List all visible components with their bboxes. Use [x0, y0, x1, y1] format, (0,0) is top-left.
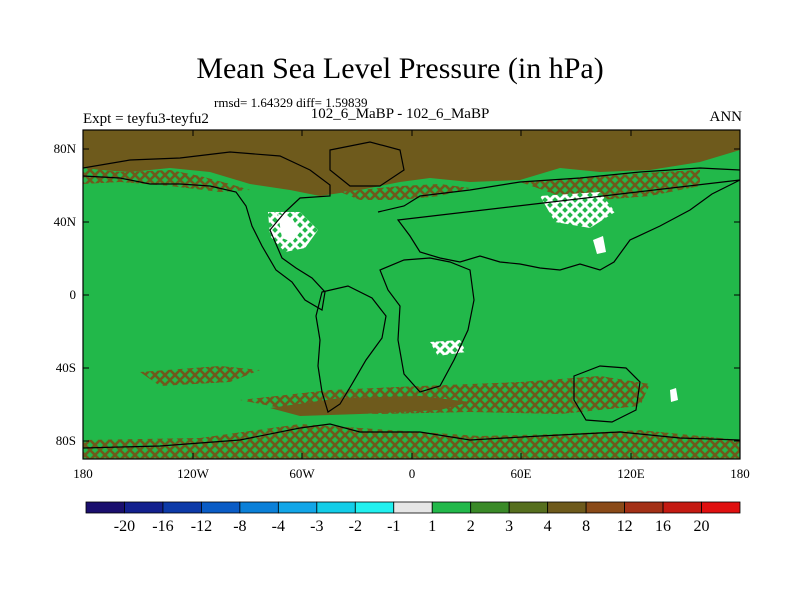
colorbar: [85, 501, 741, 514]
colorbar-label: -3: [310, 518, 324, 535]
near-zero-north-america-core: [278, 214, 300, 242]
x-tick-label: 60W: [289, 466, 315, 481]
case-label: 102_6_MaBP - 102_6_MaBP: [310, 106, 490, 122]
colorbar-swatch: [701, 501, 741, 514]
colorbar-label: 12: [616, 518, 633, 535]
y-tick-label: 40S: [55, 360, 76, 375]
near-zero-asia-core: [593, 236, 606, 254]
colorbar-swatch: [85, 501, 125, 514]
anomaly-asia-hatch: [520, 170, 700, 200]
colorbar-label: -12: [190, 518, 213, 535]
axis-ticks: [83, 130, 740, 459]
x-tick-label: 120E: [617, 466, 645, 481]
colorbar-swatch: [316, 501, 356, 514]
colorbar-swatch: [162, 501, 202, 514]
x-tick-label: 60E: [510, 466, 532, 481]
colorbar-label: -1: [387, 518, 401, 535]
y-tick-label: 80N: [53, 141, 76, 156]
colorbar-label: 16: [655, 518, 672, 535]
colorbar-swatch: [393, 501, 433, 514]
colorbar-label: 2: [466, 518, 475, 535]
colorbar-label: -16: [152, 518, 174, 535]
coastline-north-america: [83, 151, 331, 311]
coastline-south-america: [315, 285, 387, 413]
anomaly-arctic: [83, 130, 740, 196]
anomaly-antarctic-hatch: [83, 424, 740, 459]
y-tick-label: 80S: [55, 433, 76, 448]
near-zero-pacific: [670, 388, 678, 402]
colorbar-swatch: [124, 501, 164, 514]
colorbar-label: 20: [693, 518, 710, 535]
colorbar-label: -2: [348, 518, 362, 535]
anomaly-southern-ocean-solid: [270, 396, 470, 416]
coastline-africa: [379, 257, 475, 393]
colorbar-swatch: [547, 501, 587, 514]
anomaly-atlantic-hatch: [340, 184, 470, 200]
near-zero-south-america: [430, 340, 466, 356]
x-tick-label: 120W: [177, 466, 209, 481]
colorbar-label: -8: [233, 518, 247, 535]
colorbar-swatch: [508, 501, 549, 514]
colorbar-label: -20: [113, 518, 136, 535]
colorbar-swatch: [470, 501, 510, 514]
coastline-europe-asia: [377, 167, 740, 271]
colorbar-swatch: [624, 501, 664, 514]
colorbar-swatch: [662, 501, 702, 514]
coastline-antarctica: [83, 423, 740, 449]
colorbar-swatch: [201, 501, 241, 514]
plot-title: Mean Sea Level Pressure (in hPa): [196, 52, 604, 85]
season-label: ANN: [709, 109, 743, 125]
colorbar-swatch: [431, 501, 472, 514]
colorbar-label: -4: [271, 518, 285, 535]
coastline-greenland: [329, 141, 405, 187]
colorbar-swatch: [354, 501, 395, 514]
x-tick-label: 0: [408, 466, 416, 481]
anomaly-south-pacific-hatch: [140, 366, 260, 386]
colorbar-label: 8: [582, 518, 591, 535]
colorbar-label: 3: [505, 518, 514, 535]
colorbar-swatch: [239, 501, 279, 514]
coastline-australia: [573, 365, 641, 423]
experiment-label: Expt = teyfu3-teyfu2: [83, 111, 209, 127]
coastlines: [83, 141, 740, 449]
colorbar-swatch: [585, 501, 625, 514]
colorbar-label: 1: [428, 518, 437, 535]
y-tick-label: 0: [69, 287, 77, 302]
x-tick-label: 180: [730, 466, 750, 481]
x-tick-label: 180: [73, 466, 93, 481]
map-field: [83, 130, 740, 459]
y-tick-label: 40N: [53, 214, 76, 229]
statistics-label: rmsd= 1.64329 diff= 1.59839: [214, 95, 368, 110]
colorbar-swatch: [277, 501, 318, 514]
colorbar-label: 4: [543, 518, 552, 535]
